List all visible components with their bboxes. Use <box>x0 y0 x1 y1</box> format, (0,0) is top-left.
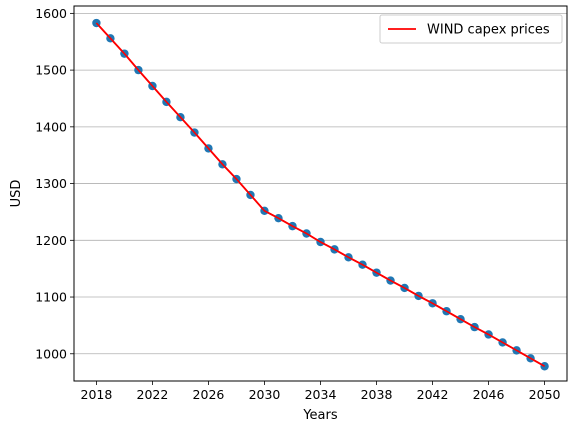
series-line-group <box>95 22 546 368</box>
x-tick-label: 2050 <box>529 387 561 402</box>
data-points <box>92 18 549 371</box>
y-axis: 1000 1100 1200 1300 1400 1500 1600 <box>35 6 74 361</box>
data-point <box>540 362 549 371</box>
x-axis: 2018 2022 2026 2030 2034 2038 2042 2046 2050 <box>81 381 561 402</box>
x-tick-label: 2022 <box>137 387 169 402</box>
legend-entry: WIND capex prices <box>427 23 550 38</box>
y-axis-title: USD <box>9 180 24 208</box>
x-tick-label: 2038 <box>361 387 393 402</box>
legend-box <box>379 14 563 44</box>
legend: WIND capex prices <box>379 14 563 44</box>
y-tick-label: 1200 <box>35 233 67 248</box>
grid-lines <box>74 12 567 355</box>
x-tick-label: 2046 <box>473 387 505 402</box>
y-tick-label: 1500 <box>35 63 67 78</box>
y-tick-label: 1000 <box>35 346 67 361</box>
x-tick-label: 2034 <box>305 387 337 402</box>
y-tick-label: 1400 <box>35 119 67 134</box>
series-line-overlay <box>95 22 545 367</box>
y-tick-label: 1300 <box>35 176 67 191</box>
x-tick-label: 2026 <box>193 387 225 402</box>
plot-frame <box>73 5 568 382</box>
y-tick-label: 1600 <box>35 6 67 21</box>
x-tick-label: 2030 <box>249 387 281 402</box>
x-tick-label: 2042 <box>417 387 449 402</box>
series-line <box>95 22 546 368</box>
x-axis-title: Years <box>302 408 338 423</box>
x-tick-label: 2018 <box>81 387 113 402</box>
y-tick-label: 1100 <box>35 290 67 305</box>
